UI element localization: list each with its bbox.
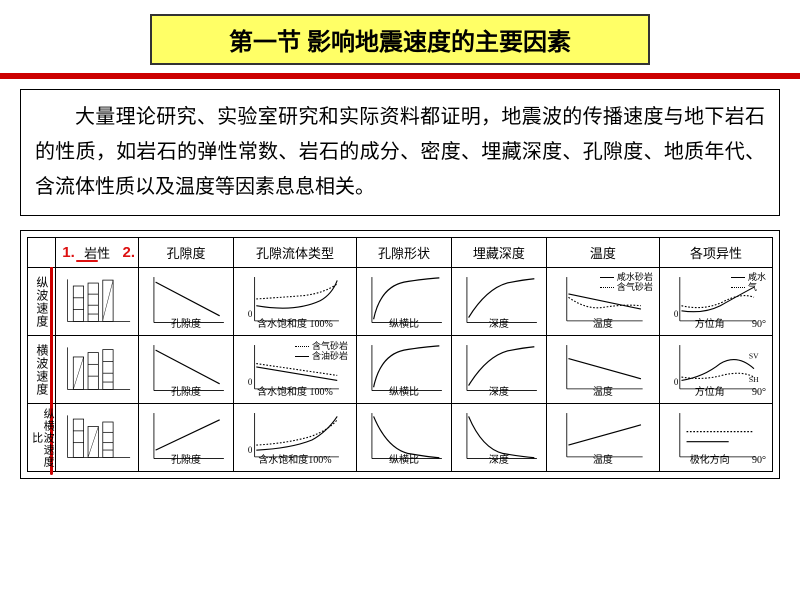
factors-table: 1. 岩性 2. 孔隙度 孔隙流体类型 孔隙形状 埋藏深度 温度 各项异性 纵波… (27, 237, 773, 472)
cell-r2-porosity: 孔隙度 (139, 336, 234, 404)
horizontal-rule (0, 73, 800, 79)
intro-paragraph-box: 大量理论研究、实验室研究和实际资料都证明，地震波的传播速度与地下岩石的性质，如岩… (20, 89, 780, 216)
cell-r3-lithology (56, 404, 139, 472)
cell-r1-lithology (56, 268, 139, 336)
col-header-shape: 孔隙形状 (357, 238, 452, 268)
col-header-lithology: 1. 岩性 2. (56, 238, 139, 268)
legend-r2c3: 含气砂岩 含油砂岩 (295, 341, 348, 362)
table-row: 纵横波速度比 孔隙度 (28, 404, 773, 472)
cell-r3-fluid: 0 含水饱和度100% (233, 404, 356, 472)
legend-r1c6: 咸水砂岩 含气砂岩 (600, 272, 653, 293)
row-header-vs: 横波速度 (28, 336, 56, 404)
annotation-1: 1. (62, 244, 75, 261)
col-header-depth: 埋藏深度 (451, 238, 546, 268)
cell-r3-porosity: 孔隙度 (139, 404, 234, 472)
cell-r2-aniso: SV SH 0 方位角 90° (659, 336, 772, 404)
annotation-2: 2. (123, 244, 136, 261)
table-row: 纵波速度 孔隙度 (28, 268, 773, 336)
col-header-aniso: 各项异性 (659, 238, 772, 268)
cell-r1-fluid: 0 含水饱和度 100% (233, 268, 356, 336)
cell-r3-shape: 纵横比 (357, 404, 452, 472)
cell-r2-shape: 纵横比 (357, 336, 452, 404)
cell-r1-porosity: 孔隙度 (139, 268, 234, 336)
cell-r3-depth: 深度 (451, 404, 546, 472)
col-header-temp: 温度 (546, 238, 659, 268)
cell-r3-temp: 温度 (546, 404, 659, 472)
cell-r2-depth: 深度 (451, 336, 546, 404)
col-header-fluid: 孔隙流体类型 (233, 238, 356, 268)
legend-r1c7: 咸水 气 (731, 272, 766, 293)
cell-r1-shape: 纵横比 (357, 268, 452, 336)
row-header-ratio: 纵横波速度比 (28, 404, 56, 472)
intro-paragraph: 大量理论研究、实验室研究和实际资料都证明，地震波的传播速度与地下岩石的性质，如岩… (35, 100, 765, 205)
cell-r2-fluid: 含气砂岩 含油砂岩 0 含水饱和度 100% (233, 336, 356, 404)
cell-r1-aniso: 咸水 气 0 方位角 90° (659, 268, 772, 336)
table-corner (28, 238, 56, 268)
cell-r1-depth: 深度 (451, 268, 546, 336)
cell-r2-temp: 温度 (546, 336, 659, 404)
table-row: 横波速度 孔隙度 (28, 336, 773, 404)
row-header-vp: 纵波速度 (28, 268, 56, 336)
label-sh: SH (749, 375, 759, 384)
col-header-porosity: 孔隙度 (139, 238, 234, 268)
section-title: 第一节 影响地震速度的主要因素 (150, 14, 650, 65)
annotation-underline (76, 260, 98, 262)
cell-r3-aniso: 极化方向 90° (659, 404, 772, 472)
cell-r2-lithology (56, 336, 139, 404)
cell-r1-temp: 咸水砂岩 含气砂岩 温度 (546, 268, 659, 336)
label-sv: SV (749, 352, 759, 361)
factors-table-container: 1. 岩性 2. 孔隙度 孔隙流体类型 孔隙形状 埋藏深度 温度 各项异性 纵波… (20, 230, 780, 479)
